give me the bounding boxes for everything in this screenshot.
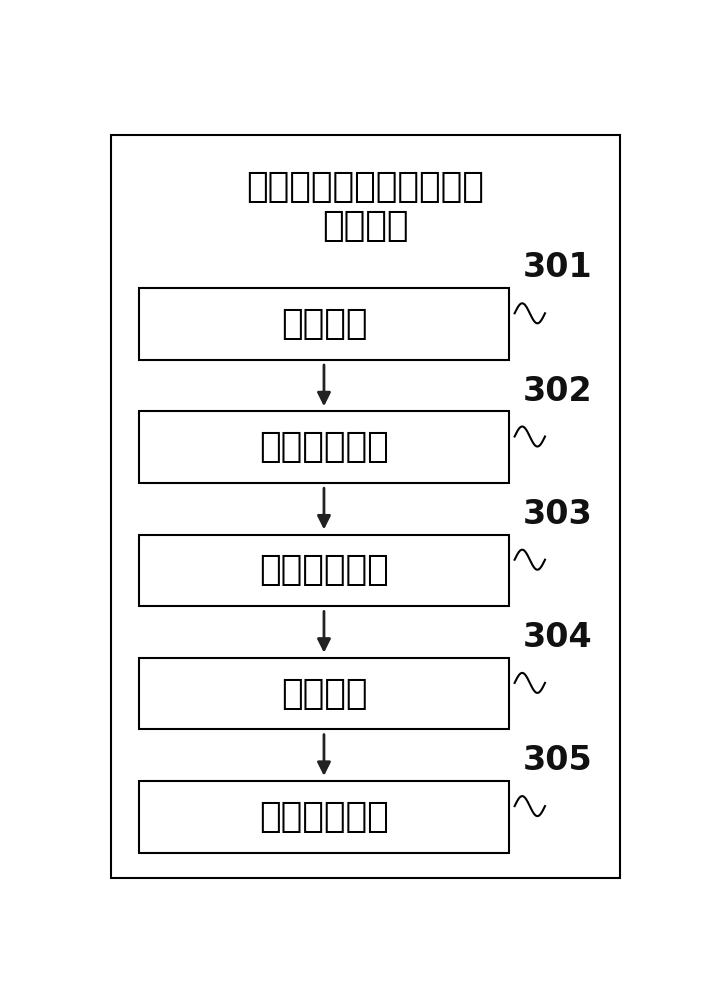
Text: 305: 305	[523, 744, 593, 777]
Text: 显示模块: 显示模块	[281, 677, 367, 711]
Text: 第一确定模块: 第一确定模块	[259, 430, 389, 464]
Text: 第二确定模块: 第二确定模块	[259, 553, 389, 587]
Text: 获取模块: 获取模块	[281, 307, 367, 341]
FancyBboxPatch shape	[139, 411, 509, 483]
FancyBboxPatch shape	[139, 781, 509, 853]
Text: 确定装置: 确定装置	[322, 209, 409, 243]
Text: 301: 301	[523, 251, 593, 284]
Text: 304: 304	[523, 621, 593, 654]
Text: 302: 302	[523, 375, 593, 408]
FancyBboxPatch shape	[111, 135, 620, 878]
FancyBboxPatch shape	[139, 288, 509, 360]
Text: 第三确定模块: 第三确定模块	[259, 800, 389, 834]
Text: 页岩气井压裂改造方案的: 页岩气井压裂改造方案的	[247, 170, 484, 204]
Text: 303: 303	[523, 498, 593, 531]
FancyBboxPatch shape	[139, 535, 509, 606]
FancyBboxPatch shape	[139, 658, 509, 729]
